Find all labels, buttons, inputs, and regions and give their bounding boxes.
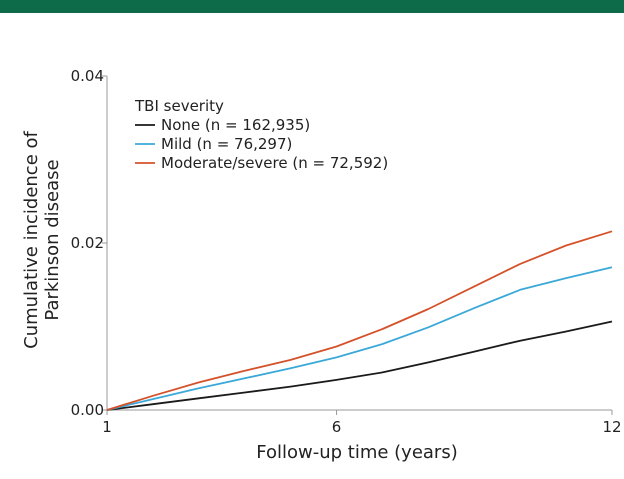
y-tick-label: 0.04 [71, 67, 104, 85]
x-axis-title: Follow-up time (years) [256, 442, 457, 463]
header-color-bar [0, 0, 624, 13]
y-tick-label: 0.02 [71, 234, 104, 252]
legend: TBI severity None (n = 162,935)Mild (n =… [134, 97, 388, 172]
series-line-1 [106, 320, 613, 411]
x-tick-label: 6 [332, 418, 342, 436]
y-axis-title-line-1: Cumulative incidence of [21, 130, 42, 348]
y-axis-title-line-2: Parkinson disease [42, 159, 63, 320]
legend-label-1: None (n = 162,935) [161, 116, 310, 134]
series-lines [106, 230, 613, 411]
series-line-2 [106, 266, 613, 411]
axes: 0.00 0.02 0.04 1 6 12 [71, 67, 622, 436]
y-tick-label: 0.00 [71, 401, 104, 419]
x-tick-label: 1 [102, 418, 112, 436]
series-line-3 [106, 230, 613, 411]
x-tick-label: 12 [602, 418, 621, 436]
legend-title: TBI severity [134, 97, 224, 115]
legend-label-3: Moderate/severe (n = 72,592) [161, 154, 388, 172]
legend-label-2: Mild (n = 76,297) [161, 135, 292, 153]
